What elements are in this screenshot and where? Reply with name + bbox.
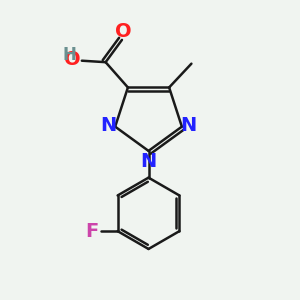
Text: F: F [85,222,98,241]
Text: H: H [62,46,76,64]
Text: N: N [180,116,196,135]
Text: O: O [115,22,132,41]
Text: N: N [140,152,157,171]
Text: N: N [100,116,117,135]
Text: O: O [64,50,80,69]
